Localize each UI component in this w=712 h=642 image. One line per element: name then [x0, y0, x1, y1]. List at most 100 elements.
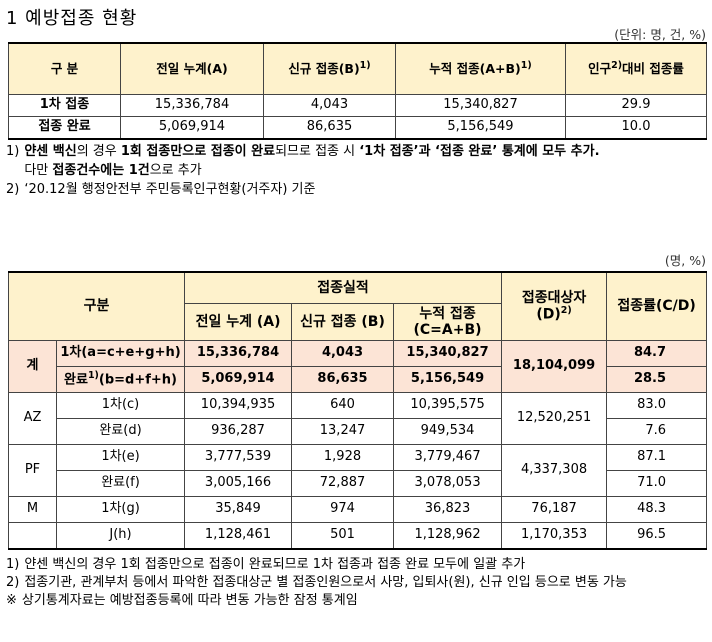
cell: 1,128,461: [184, 522, 293, 550]
note-line: ‘20.12월 행정안전부 주민등록인구현황(거주자) 기준: [24, 180, 706, 199]
group-cell: PF: [8, 444, 57, 497]
group-cell: [8, 522, 57, 550]
cell-text: 완료(d): [99, 423, 142, 439]
row-label: 완료(d): [55, 418, 186, 445]
cell: 3,078,053: [393, 470, 503, 497]
group-cell: 계: [8, 340, 57, 393]
footnote-mark: 2): [560, 305, 572, 317]
summary-table: 구 분 전일 누계(A) 신규 접종(B)1) 누적 접종(A+B)1) 인구2)대비 …: [8, 42, 707, 140]
cell-text: 1차(e): [101, 449, 140, 465]
note-text: 의 경우: [76, 144, 121, 159]
cell: 13,247: [291, 418, 395, 445]
note-text: 되므로 접종 시: [275, 144, 360, 159]
cell: 3,779,467: [393, 444, 503, 471]
cell: 15,340,827: [393, 340, 503, 367]
row-label: 완료(f): [55, 470, 186, 497]
cell: 4,043: [263, 94, 396, 117]
cell-text: 신규 접종(B): [288, 61, 360, 77]
note-label: 2): [6, 182, 20, 197]
note: 1) 얀센 백신의 경우 1회 접종만으로 접종이 완료되므로 접종 시 ‘1차 …: [6, 142, 706, 180]
rate-cell: 96.5: [606, 522, 708, 550]
header-cell: 누적 접종(A+B)1): [395, 42, 566, 95]
note: 1) 얀센 백신의 경우 1회 접종만으로 접종이 완료되므로 1차 접종과 접종…: [6, 556, 706, 574]
cell: 936,287: [184, 418, 293, 445]
cell: 4,043: [291, 340, 395, 367]
cell: 72,887: [291, 470, 395, 497]
data-row: J(h) 1,128,461 501 1,128,962 1,170,353 96.5: [8, 522, 708, 550]
cell-text: 인구: [588, 61, 612, 77]
rate-cell: 87.1: [606, 444, 708, 471]
header-cell: 접종률(C/D): [606, 271, 708, 341]
header-cell: 누적 접종 (C=A+B): [393, 303, 503, 341]
note: 2) 접종기관, 관계부처 등에서 파악한 접종대상군 별 접종인원으로서 사망,…: [6, 574, 706, 592]
header-cell: 신규 접종 (B): [291, 303, 395, 341]
footnote-mark: 2): [611, 60, 623, 72]
cell: 5,069,914: [120, 116, 264, 140]
note-body: ‘20.12월 행정안전부 주민등록인구현황(거주자) 기준: [24, 180, 706, 199]
target-cell: 18,104,099: [501, 340, 608, 393]
note-label: 2): [6, 575, 20, 590]
footnote-mark: 1): [359, 60, 371, 72]
cell: 974: [291, 496, 395, 523]
data-row: 완료1)(b=d+f+h) 5,069,914 86,635 5,156,549 28.…: [9, 366, 708, 393]
cell-text: J(h): [109, 527, 132, 543]
note-text: ‘20.12월 행정안전부 주민등록인구현황(거주자) 기준: [24, 182, 316, 197]
rate-cell: 7.6: [606, 418, 708, 445]
cell-text: 1차(c): [101, 397, 140, 413]
header-row: 구 분 전일 누계(A) 신규 접종(B)1) 누적 접종(A+B)1) 인구2)대비 …: [8, 42, 707, 95]
header-cell: 접종실적: [184, 271, 503, 304]
notes: 1) 얀센 백신의 경우 1회 접종만으로 접종이 완료되므로 1차 접종과 접종…: [6, 556, 706, 610]
header-cell: 신규 접종(B)1): [263, 42, 396, 95]
row-label: 1차(a=c+e+g+h): [55, 340, 186, 367]
cell: 1,128,962: [393, 522, 503, 550]
note-text: 접종건수에는 1건: [52, 163, 150, 178]
note-body: 얀센 백신의 경우 1회 접종만으로 접종이 완료되므로 접종 시 ‘1차 접종…: [24, 142, 706, 180]
cell: 3,005,166: [184, 470, 293, 497]
rate-cell: 48.3: [606, 496, 708, 523]
rate-cell: 83.0: [606, 392, 708, 419]
note-label: ※: [6, 593, 17, 608]
header-cell: 구분: [7, 271, 186, 341]
header-cell: 구 분: [8, 42, 121, 95]
rate-cell: 28.5: [606, 366, 708, 393]
data-row: 완료(d) 936,287 13,247 949,534 7.6: [9, 418, 708, 445]
header-cell: 전일 누계 (A): [184, 303, 293, 341]
cell: 949,534: [393, 418, 503, 445]
cell: 5,069,914: [184, 366, 293, 393]
detail-table: 구분 접종실적 접종대상자 (D)2) 접종률(C/D) 전일 누계 (A) 신규 접종 …: [7, 271, 708, 550]
cell: 10,394,935: [184, 392, 293, 419]
row-label: J(h): [55, 522, 186, 550]
cell: 86,635: [263, 116, 396, 140]
cell: 36,823: [393, 496, 503, 523]
cell-text: 1차(g): [101, 501, 140, 517]
section-title: 1 예방접종 현황: [6, 8, 138, 29]
cell: 1,928: [291, 444, 395, 471]
data-row: PF 1차(e) 3,777,539 1,928 3,779,467 4,337,308 8…: [8, 444, 708, 497]
target-cell: 1,170,353: [501, 522, 608, 550]
note-text: 얀센 백신: [24, 144, 77, 159]
data-row: 계 1차(a=c+e+g+h) 15,336,784 4,043 15,340,827 1…: [8, 340, 708, 393]
header-cell: 인구2)대비 접종률: [565, 42, 707, 95]
row-label: 1차(g): [55, 496, 186, 523]
cell: 15,340,827: [395, 94, 566, 117]
notes: 1) 얀센 백신의 경우 1회 접종만으로 접종이 완료되므로 접종 시 ‘1차 …: [6, 142, 706, 199]
rate-cell: 71.0: [606, 470, 708, 497]
group-cell: AZ: [8, 392, 57, 445]
cell-text: 누적 접종(A+B): [429, 61, 521, 77]
cell: 10,395,575: [393, 392, 503, 419]
target-cell: 76,187: [501, 496, 608, 523]
cell-text: 1차(a=c+e+g+h): [60, 345, 181, 361]
target-cell: 4,337,308: [501, 444, 608, 497]
footnote-mark: 1): [87, 369, 99, 381]
cell: 5,156,549: [393, 366, 503, 393]
note-body: 얀센 백신의 경우 1회 접종만으로 접종이 완료되므로 1차 접종과 접종 완…: [24, 557, 526, 572]
footnote-mark: 1): [520, 60, 532, 72]
cell: 501: [291, 522, 395, 550]
cell: 1차 접종: [8, 94, 121, 117]
cell-text: (b=d+f+h): [98, 372, 177, 388]
target-cell: 12,520,251: [501, 392, 608, 445]
note-text: 다만: [24, 163, 53, 178]
row-label: 완료1)(b=d+f+h): [55, 366, 186, 393]
cell: 5,156,549: [395, 116, 566, 140]
